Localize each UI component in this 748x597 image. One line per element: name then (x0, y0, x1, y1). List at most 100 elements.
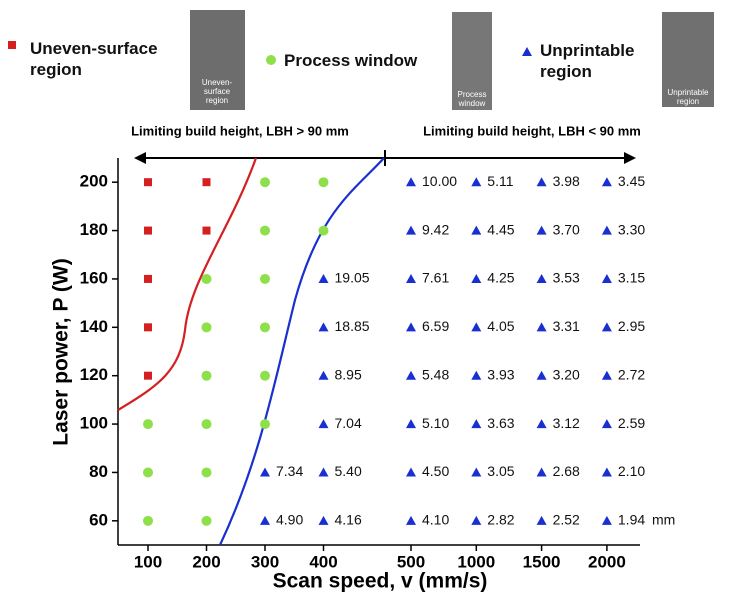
data-label: 2.59 (618, 415, 645, 431)
y-tick-label: 140 (80, 317, 108, 336)
x-tick-label: 200 (192, 552, 220, 571)
point (318, 177, 329, 188)
point (143, 419, 153, 430)
point (318, 370, 329, 380)
legend-marker (522, 47, 532, 56)
point (406, 370, 416, 380)
data-label: 4.10 (422, 512, 449, 528)
y-tick-label: 160 (80, 268, 108, 287)
data-label: 2.72 (618, 366, 645, 382)
point (406, 177, 416, 187)
point (406, 225, 416, 235)
point (201, 515, 212, 526)
data-label: 3.15 (618, 270, 645, 286)
point (260, 467, 270, 477)
point (201, 419, 212, 430)
point (144, 178, 152, 187)
y-tick-label: 80 (89, 462, 108, 481)
data-label: 6.59 (422, 318, 449, 334)
data-label: 5.40 (335, 463, 362, 479)
point (260, 322, 270, 333)
data-label: 7.04 (335, 415, 362, 431)
legend-label: Process window (284, 51, 418, 70)
point (260, 370, 270, 381)
data-label: 2.95 (618, 318, 645, 334)
point (260, 515, 270, 525)
point (201, 370, 212, 381)
data-label: 3.31 (553, 318, 580, 334)
unit-note: mm (652, 512, 675, 528)
point (471, 467, 482, 477)
data-label: 3.20 (553, 366, 580, 382)
data-label: 4.50 (422, 463, 449, 479)
legend-label: Unprintable region (540, 41, 635, 81)
data-label: 3.98 (553, 173, 580, 189)
point (536, 177, 547, 187)
arrow-head (134, 152, 146, 164)
x-tick-label: 2000 (588, 552, 626, 571)
annotation: Limiting build height, LBH > 90 mm (131, 123, 349, 138)
point (536, 515, 547, 525)
point (260, 177, 270, 188)
y-tick-label: 60 (89, 510, 108, 529)
sample-image (452, 12, 492, 110)
boundary-curve (219, 157, 385, 546)
image-caption: Uneven-surface region (201, 78, 233, 105)
image-caption: Unprintable region (667, 88, 709, 106)
point (260, 419, 270, 430)
x-tick-label: 100 (134, 552, 162, 571)
point (601, 273, 612, 283)
point (601, 419, 612, 429)
y-axis-title: Laser power, P (W) (50, 258, 73, 446)
data-label: 5.10 (422, 415, 449, 431)
point (143, 515, 153, 526)
data-label: 5.48 (422, 366, 449, 382)
point (471, 515, 482, 525)
data-label: 3.12 (553, 415, 580, 431)
x-tick-label: 400 (309, 552, 337, 571)
data-label: 8.95 (335, 366, 362, 382)
data-label: 4.16 (335, 512, 362, 528)
data-label: 3.93 (487, 366, 514, 382)
point (536, 370, 547, 380)
point (536, 419, 547, 429)
point (471, 370, 482, 380)
data-label: 2.68 (553, 463, 580, 479)
data-label: 10.00 (422, 173, 457, 189)
point (318, 515, 329, 525)
annotation: Limiting build height, LBH < 90 mm (423, 123, 641, 138)
point (260, 225, 270, 236)
y-tick-label: 180 (80, 220, 108, 239)
point (318, 273, 329, 283)
point (601, 515, 612, 525)
y-tick-label: 200 (80, 172, 108, 191)
data-label: 18.85 (335, 318, 370, 334)
data-label: 3.70 (553, 221, 580, 237)
data-label: 4.25 (487, 270, 514, 286)
y-tick-label: 100 (80, 414, 108, 433)
legend-marker (266, 55, 276, 65)
point (202, 226, 211, 235)
point (536, 273, 547, 283)
point (144, 226, 152, 235)
y-tick-label: 120 (80, 365, 108, 384)
data-label: 3.63 (487, 415, 514, 431)
x-axis-title: Scan speed, v (mm/s) (273, 570, 488, 593)
point (601, 225, 612, 235)
point (471, 322, 482, 332)
data-label: 3.53 (553, 270, 580, 286)
point (202, 178, 211, 187)
point (406, 467, 416, 477)
point (536, 322, 547, 332)
data-label: 3.30 (618, 221, 645, 237)
point (601, 322, 612, 332)
point (260, 273, 270, 284)
data-label: 7.34 (276, 463, 303, 479)
point (406, 515, 416, 525)
point (471, 273, 482, 283)
point (536, 225, 547, 235)
point (318, 467, 329, 477)
point (601, 177, 612, 187)
